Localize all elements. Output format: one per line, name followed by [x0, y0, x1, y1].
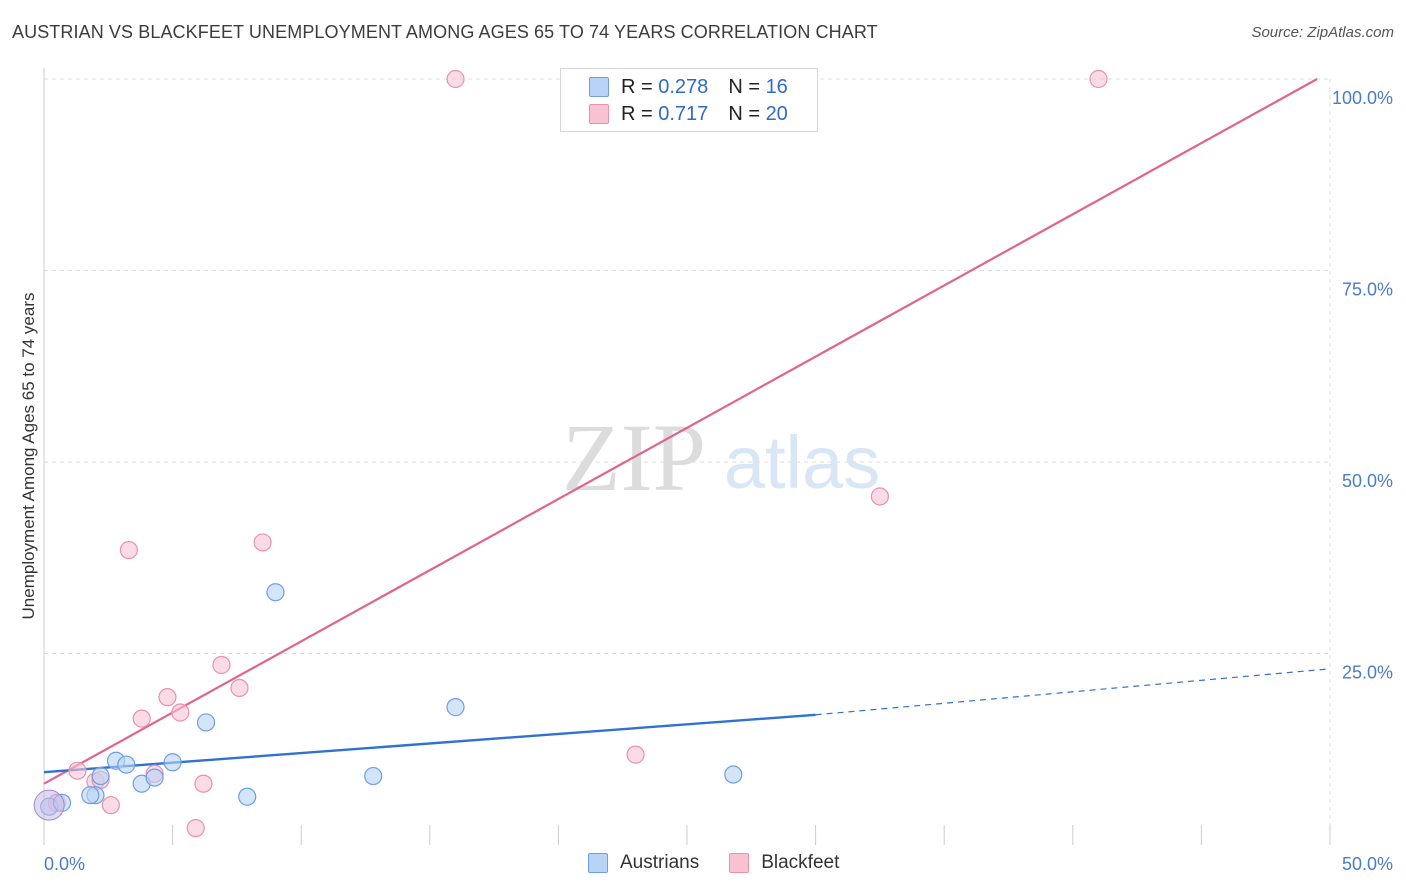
- austrians-point: [145, 768, 164, 787]
- austrians-point: [91, 766, 110, 786]
- blackfeet-point: [626, 745, 645, 764]
- series-legend: Austrians Blackfeet: [588, 852, 869, 874]
- blackfeet-point: [446, 69, 465, 89]
- austrians-swatch-icon: [589, 77, 609, 97]
- x-tick-label-min: 0.0%: [44, 854, 85, 874]
- austrians-r-value: 0.278: [658, 75, 709, 98]
- blackfeet-point: [158, 688, 177, 707]
- blackfeet-point: [132, 709, 151, 728]
- blackfeet-point: [186, 819, 205, 838]
- x-tick-label-max: 50.0%: [1342, 854, 1393, 874]
- blackfeet-point: [1089, 69, 1108, 89]
- austrians-point: [446, 698, 465, 717]
- data-points: [33, 69, 1108, 838]
- tick-labels: 25.0% 50.0% 75.0% 100.0% 0.0% 50.0%: [44, 88, 1393, 874]
- legend-label-blackfeet: Blackfeet: [761, 852, 840, 873]
- austrians-trend-extension: [815, 668, 1331, 716]
- blackfeet-point: [230, 678, 249, 698]
- austrians-legend-icon: [588, 853, 608, 873]
- y-axis-label: Unemployment Among Ages 65 to 74 years: [19, 293, 38, 620]
- austrians-point: [266, 583, 285, 602]
- watermark-atlas: atlas: [724, 421, 880, 504]
- austrians-r-label: R =: [621, 75, 653, 98]
- austrians-point: [724, 765, 743, 784]
- watermark: ZIP atlas: [562, 404, 880, 511]
- blackfeet-r-value: 0.717: [658, 102, 709, 125]
- austrians-trend-line: [43, 713, 816, 774]
- blackfeet-point: [212, 655, 231, 675]
- blackfeet-point: [119, 540, 138, 560]
- austrians-point: [81, 786, 100, 805]
- blackfeet-point: [194, 774, 213, 793]
- chart-title: AUSTRIAN VS BLACKFEET UNEMPLOYMENT AMONG…: [12, 22, 878, 42]
- austrians-point: [238, 787, 257, 806]
- legend-label-austrians: Austrians: [620, 852, 700, 873]
- austrians-n-value: 16: [765, 75, 788, 98]
- blackfeet-r-label: R =: [621, 102, 653, 125]
- axes: [43, 68, 1331, 845]
- legend-item-austrians[interactable]: Austrians: [588, 852, 699, 874]
- blackfeet-point: [101, 796, 120, 815]
- blackfeet-legend-icon: [729, 853, 750, 873]
- blackfeet-point: [68, 761, 87, 780]
- austrians-point: [117, 755, 136, 774]
- legend-item-blackfeet[interactable]: Blackfeet: [729, 852, 839, 874]
- blackfeet-point: [253, 533, 272, 552]
- blackfeet-swatch-icon: [589, 104, 609, 124]
- stats-legend: R = 0.278 N = 16 R = 0.717 N = 20: [560, 68, 818, 132]
- austrians-point: [364, 766, 383, 786]
- cluster-point: [33, 789, 65, 821]
- y-tick-label: 100.0%: [1332, 88, 1393, 108]
- source-credit: Source: ZipAtlas.com: [1251, 24, 1394, 41]
- blackfeet-n-label: N =: [728, 102, 760, 125]
- austrians-point: [163, 753, 182, 772]
- austrians-n-label: N =: [728, 75, 760, 98]
- y-tick-label: 50.0%: [1342, 471, 1393, 491]
- legend-row-austrians: R = 0.278 N = 16: [589, 75, 788, 99]
- y-tick-label: 25.0%: [1342, 663, 1393, 683]
- y-tick-label: 75.0%: [1342, 280, 1393, 300]
- austrians-point: [196, 713, 216, 732]
- blackfeet-n-value: 20: [765, 102, 788, 125]
- blackfeet-point: [171, 703, 190, 722]
- legend-row-blackfeet: R = 0.717 N = 20: [589, 102, 788, 126]
- blackfeet-trend-line: [43, 78, 1318, 785]
- blackfeet-point: [870, 487, 890, 506]
